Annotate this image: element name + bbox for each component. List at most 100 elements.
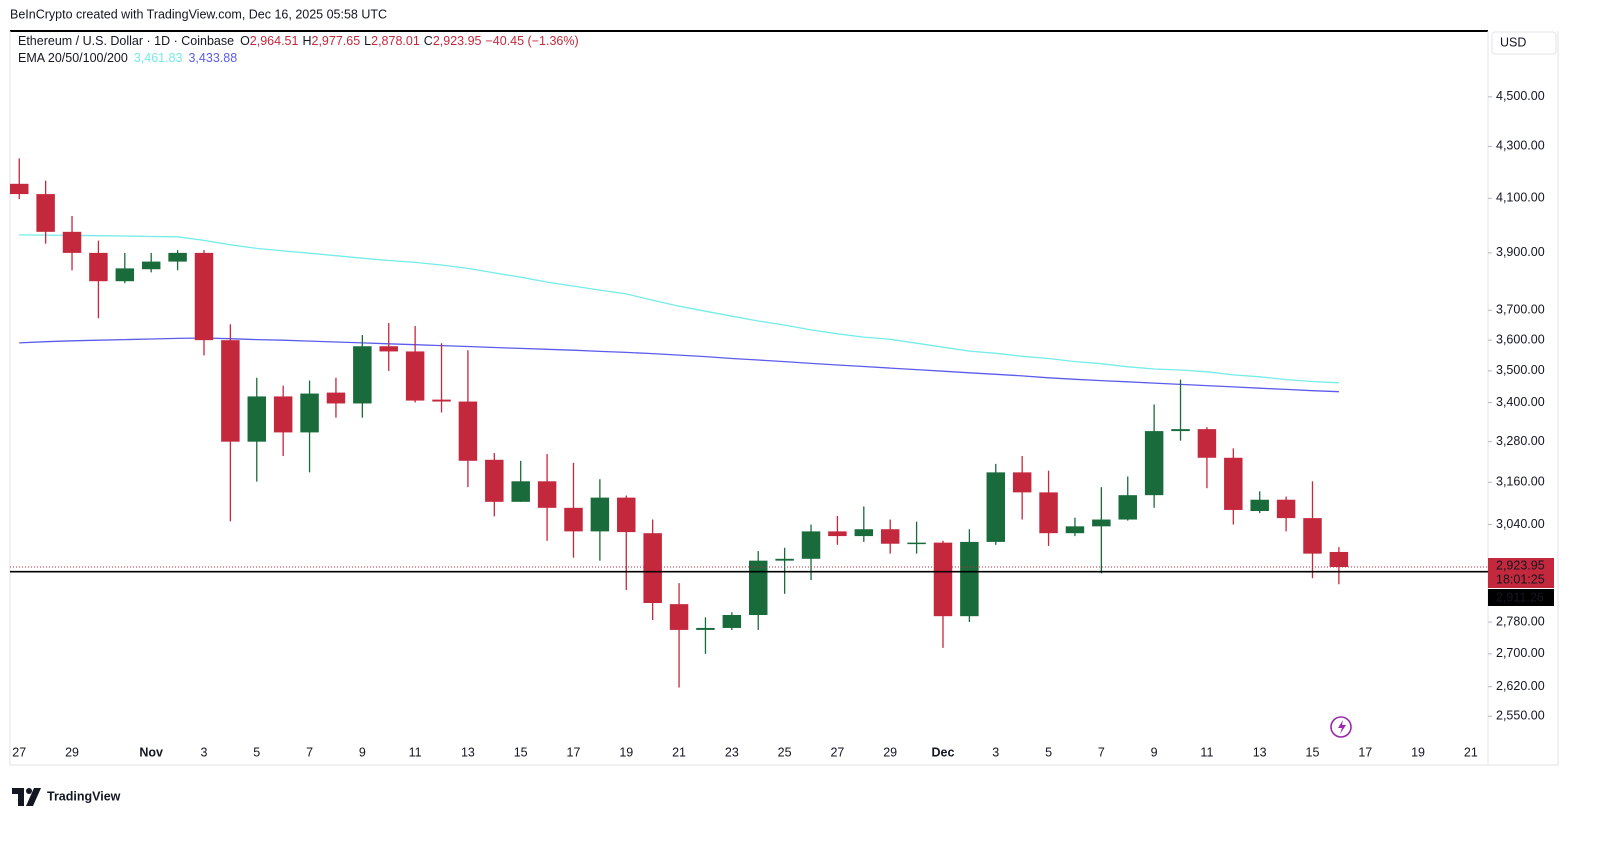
candle-body bbox=[643, 533, 662, 603]
candle-body bbox=[1039, 492, 1058, 534]
y-tick-label: 2,620.00 bbox=[1496, 679, 1545, 693]
candle-body bbox=[36, 194, 55, 232]
candle-body bbox=[960, 541, 979, 617]
attribution: BeInCrypto created with TradingView.com,… bbox=[10, 7, 387, 21]
candle-body bbox=[854, 529, 874, 537]
candle-body bbox=[221, 340, 240, 442]
change: −40.45 (−1.36%) bbox=[486, 34, 579, 48]
x-tick-label: 11 bbox=[409, 745, 422, 759]
y-tick-label: 3,600.00 bbox=[1496, 332, 1545, 346]
x-tick-label: 19 bbox=[1411, 745, 1425, 759]
x-tick-label: 29 bbox=[883, 745, 897, 759]
candle-body bbox=[1144, 431, 1164, 496]
alert-bolt[interactable] bbox=[1338, 720, 1346, 734]
candle-body bbox=[141, 261, 161, 270]
ohlc-key: C bbox=[424, 34, 433, 48]
candle-body bbox=[458, 401, 478, 461]
candle-body bbox=[1329, 551, 1349, 567]
logo-shape bbox=[26, 788, 32, 794]
currency[interactable]: USD bbox=[1500, 35, 1526, 49]
x-tick-label: 17 bbox=[567, 745, 581, 759]
logo-shape bbox=[26, 788, 41, 806]
price-line-box bbox=[1488, 588, 1554, 606]
currency-box[interactable] bbox=[1491, 31, 1557, 55]
x-tick-label: 29 bbox=[65, 745, 79, 759]
candle-body bbox=[933, 542, 953, 617]
candle-body bbox=[1276, 499, 1296, 519]
x-tick-label: 13 bbox=[461, 745, 475, 759]
x-tick-label: 27 bbox=[12, 745, 26, 759]
candle-body bbox=[1303, 518, 1322, 554]
candle-body bbox=[907, 542, 926, 545]
ohlc-value: 2,964.51 bbox=[250, 34, 299, 48]
candle-body bbox=[62, 231, 82, 253]
x-tick-label: 7 bbox=[1098, 745, 1105, 759]
y-tick-label: 2,700.00 bbox=[1496, 646, 1545, 660]
candle-body bbox=[986, 472, 1006, 542]
ohlc-key: H bbox=[302, 34, 311, 48]
candle-body bbox=[432, 399, 451, 402]
candle-body bbox=[749, 560, 768, 616]
candle-body bbox=[1118, 495, 1137, 520]
candle-body bbox=[273, 396, 293, 433]
candle-body bbox=[1171, 429, 1190, 432]
candle-body bbox=[775, 558, 794, 561]
ema-line bbox=[19, 234, 1339, 384]
ohlc-key: L bbox=[364, 34, 371, 48]
candle-body bbox=[801, 531, 821, 559]
x-tick-label: 23 bbox=[725, 745, 739, 759]
last-price-box bbox=[1488, 557, 1554, 588]
x-tick-label: 9 bbox=[359, 745, 366, 759]
x-tick-label: 27 bbox=[830, 745, 844, 759]
candle-body bbox=[696, 627, 715, 630]
candle-body bbox=[247, 396, 267, 442]
x-tick-label: Nov bbox=[139, 745, 163, 759]
indicator-line: EMA 20/50/100/200 3,461.83 3,433.88 bbox=[18, 51, 237, 65]
candle-body bbox=[485, 459, 504, 502]
x-tick-label: 15 bbox=[1306, 745, 1320, 759]
candle-body bbox=[300, 393, 319, 433]
candle-body bbox=[1197, 429, 1217, 458]
y-tick-label: 3,400.00 bbox=[1496, 395, 1545, 409]
ohlc-key: O bbox=[240, 34, 250, 48]
x-tick-label: 13 bbox=[1253, 745, 1267, 759]
candle-body bbox=[10, 183, 29, 195]
x-tick-label: 25 bbox=[778, 745, 792, 759]
x-tick-label: 3 bbox=[201, 745, 208, 759]
candle-body bbox=[379, 346, 398, 352]
candle-body bbox=[1250, 499, 1269, 512]
ohlc-value: 2,923.95 bbox=[433, 34, 482, 48]
symbol-title: Ethereum / U.S. Dollar · 1D · Coinbase bbox=[18, 34, 234, 48]
candle-body bbox=[590, 497, 610, 532]
alert-circle[interactable] bbox=[1330, 716, 1352, 738]
candle-body bbox=[537, 481, 557, 508]
candle-body bbox=[115, 268, 135, 282]
indicator-value: 3,433.88 bbox=[188, 51, 237, 65]
y-tick-label: 2,550.00 bbox=[1496, 709, 1545, 723]
y-tick-label: 3,040.00 bbox=[1496, 517, 1545, 531]
candle-body bbox=[617, 497, 636, 533]
alert-icon[interactable] bbox=[1330, 716, 1352, 738]
indicator-value: 3,461.83 bbox=[134, 51, 183, 65]
x-tick-label: 19 bbox=[619, 745, 633, 759]
ohlc-value: 2,878.01 bbox=[371, 34, 420, 48]
ema-line bbox=[19, 337, 1339, 393]
x-tick-label: Dec bbox=[932, 745, 955, 759]
y-tick-label: 3,160.00 bbox=[1496, 475, 1545, 489]
last-price-label: 2,923.95 bbox=[1496, 558, 1545, 572]
candle-body bbox=[1012, 472, 1032, 493]
x-tick-label: 3 bbox=[992, 745, 999, 759]
y-tick-label: 4,500.00 bbox=[1496, 89, 1545, 103]
indicator-name: EMA 20/50/100/200 bbox=[18, 51, 128, 65]
x-tick-label: 21 bbox=[1464, 745, 1478, 759]
candle-body bbox=[669, 604, 689, 630]
x-tick-label: 5 bbox=[253, 745, 260, 759]
candle-body bbox=[564, 507, 583, 532]
candle-body bbox=[405, 351, 425, 401]
x-tick-label: 5 bbox=[1045, 745, 1052, 759]
legend-line: Ethereum / U.S. Dollar · 1D · Coinbase O2… bbox=[18, 34, 579, 48]
ohlc-value: 2,977.65 bbox=[312, 34, 361, 48]
x-tick-label: 15 bbox=[514, 745, 528, 759]
